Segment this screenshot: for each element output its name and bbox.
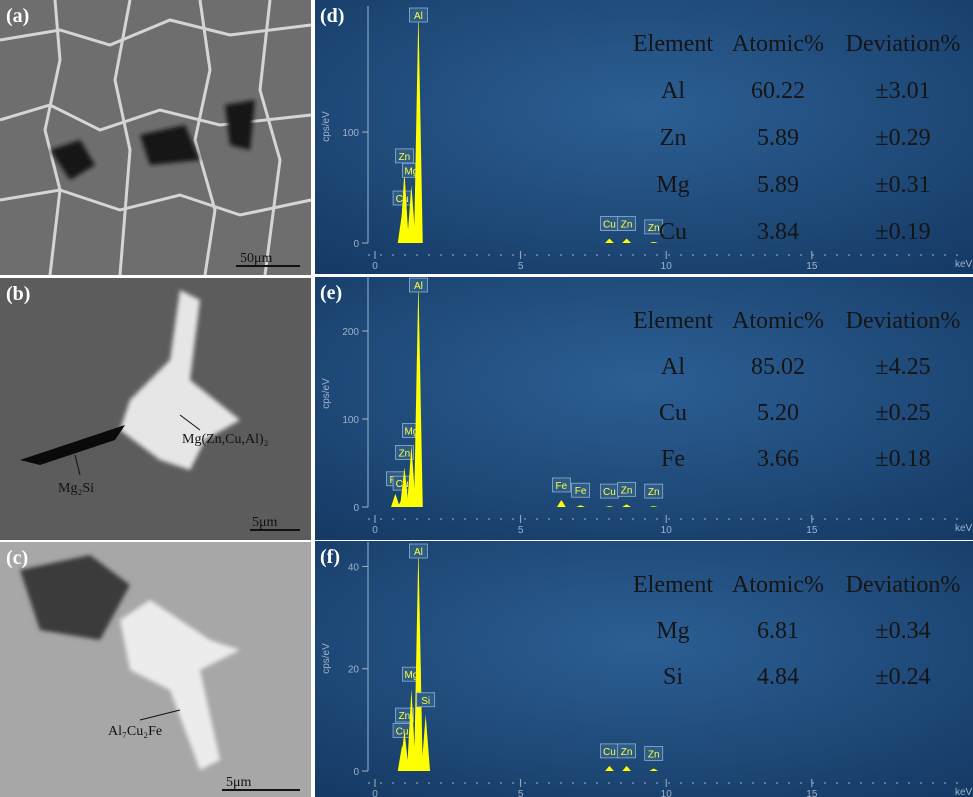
table-cell: ±0.18 xyxy=(875,446,930,472)
peak-label: Zn xyxy=(648,223,660,234)
table-cell: ±3.01 xyxy=(875,78,930,104)
table-cell: ±0.29 xyxy=(875,125,930,151)
panel-label: (f) xyxy=(320,546,340,568)
panel-label: (a) xyxy=(6,5,29,27)
table-cell: 3.84 xyxy=(757,219,799,245)
table-header: Atomic% xyxy=(732,31,824,57)
table-cell: 5.89 xyxy=(757,125,799,151)
peak-label: Cu xyxy=(603,487,616,498)
panel-label: (e) xyxy=(320,282,342,304)
y-tick-label: 200 xyxy=(342,327,359,338)
table-cell: ±0.34 xyxy=(875,618,930,644)
table-cell: Mg xyxy=(656,618,689,644)
table-cell: 3.66 xyxy=(757,446,799,472)
sem-image-c xyxy=(0,542,311,797)
peak-label: Zn xyxy=(648,487,660,498)
x-tick-label: 0 xyxy=(372,525,378,536)
table-cell: Mg xyxy=(656,172,689,198)
table-cell: Cu xyxy=(659,219,687,245)
table-cell: ±0.25 xyxy=(875,400,930,426)
x-tick-label: 10 xyxy=(661,261,673,272)
x-tick-label: 0 xyxy=(372,261,378,272)
scale-bar-label: 5μm xyxy=(252,515,278,530)
phase-label: Mg₂Si xyxy=(58,481,94,496)
table-cell: ±0.31 xyxy=(875,172,930,198)
peak-label: Al xyxy=(414,547,423,558)
x-tick-label: 5 xyxy=(518,525,524,536)
table-cell: Cu xyxy=(659,400,687,426)
x-tick-label: 10 xyxy=(661,789,673,797)
peak-label: Zn xyxy=(399,711,411,722)
x-tick-label: 15 xyxy=(806,789,818,797)
panel-label: (c) xyxy=(6,547,28,569)
peak-label: Zn xyxy=(621,485,633,496)
table-header: Atomic% xyxy=(732,308,824,334)
phase-label: Al₇Cu₂Fe xyxy=(108,724,162,739)
y-tick-label: 0 xyxy=(353,503,359,514)
table-cell: 6.81 xyxy=(757,618,799,644)
figure: (d)cps/eVkeV0100051015CuZnMgAlCuZnZnElem… xyxy=(0,0,973,797)
y-tick-label: 20 xyxy=(348,665,360,676)
table-header: Element xyxy=(633,308,713,334)
x-axis-label: keV xyxy=(955,787,973,797)
table-header: Deviation% xyxy=(846,31,961,57)
x-tick-label: 15 xyxy=(806,261,818,272)
table-header: Element xyxy=(633,31,713,57)
table-header: Atomic% xyxy=(732,572,824,598)
peak-label: Cu xyxy=(603,220,616,231)
x-tick-label: 0 xyxy=(372,789,378,797)
table-cell: 5.20 xyxy=(757,400,799,426)
peak-label: Si xyxy=(421,696,430,707)
table-cell: ±0.19 xyxy=(875,219,930,245)
peak-label: Cu xyxy=(603,747,616,758)
peak-label: Fe xyxy=(575,486,587,497)
peak-label: Zn xyxy=(648,749,660,760)
x-tick-label: 5 xyxy=(518,261,524,272)
y-tick-label: 100 xyxy=(342,128,359,139)
table-cell: Al xyxy=(661,354,685,380)
peak-label: Fe xyxy=(556,481,568,492)
x-tick-label: 10 xyxy=(661,525,673,536)
y-tick-label: 0 xyxy=(353,239,359,250)
table-cell: Zn xyxy=(660,125,687,151)
peak-label: Cu xyxy=(396,726,409,737)
table-cell: ±4.25 xyxy=(875,354,930,380)
y-axis-label: cps/eV xyxy=(321,643,332,674)
panel-label: (d) xyxy=(320,5,344,27)
table-header: Deviation% xyxy=(846,308,961,334)
table-cell: 4.84 xyxy=(757,664,799,690)
table-cell: Fe xyxy=(661,446,685,472)
x-axis-label: keV xyxy=(955,523,973,534)
y-axis-label: cps/eV xyxy=(321,111,332,142)
y-tick-label: 0 xyxy=(353,767,359,778)
peak-label: Zn xyxy=(399,448,411,459)
peak-label: Cu xyxy=(396,194,409,205)
table-cell: 85.02 xyxy=(751,354,805,380)
y-axis-label: cps/eV xyxy=(321,378,332,409)
table-cell: 60.22 xyxy=(751,78,805,104)
peak-label: Zn xyxy=(621,220,633,231)
peak-label: Al xyxy=(414,11,423,22)
table-header: Deviation% xyxy=(846,572,961,598)
x-axis-label: keV xyxy=(955,259,973,270)
table-header: Element xyxy=(633,572,713,598)
y-tick-label: 40 xyxy=(348,562,360,573)
scale-bar-label: 5μm xyxy=(226,775,252,790)
table-cell: 5.89 xyxy=(757,172,799,198)
sem-image-a xyxy=(0,0,311,275)
peak-label: Al xyxy=(414,281,423,292)
scale-bar-label: 50μm xyxy=(240,251,273,266)
table-cell: ±0.24 xyxy=(875,664,930,690)
sem-image-b xyxy=(0,278,311,540)
x-tick-label: 5 xyxy=(518,789,524,797)
peak-label: Zn xyxy=(621,747,633,758)
table-cell: Si xyxy=(663,664,683,690)
phase-label: Mg(Zn,Cu,Al)₂ xyxy=(182,432,269,447)
y-tick-label: 100 xyxy=(342,415,359,426)
x-tick-label: 15 xyxy=(806,525,818,536)
peak-label: Zn xyxy=(399,152,411,163)
table-cell: Al xyxy=(661,78,685,104)
panel-label: (b) xyxy=(6,283,30,305)
